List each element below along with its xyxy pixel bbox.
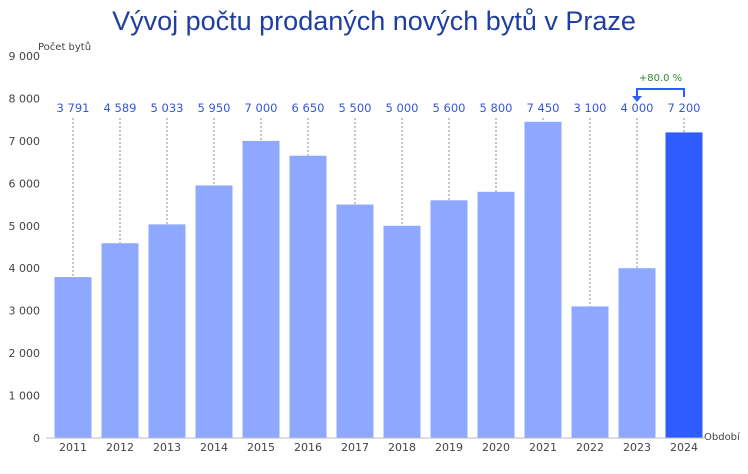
bar[interactable] xyxy=(242,140,280,438)
x-tick-label: 2011 xyxy=(59,441,87,454)
y-tick-label: 7 000 xyxy=(9,135,41,148)
y-tick-label: 0 xyxy=(33,432,40,445)
x-tick-label: 2023 xyxy=(623,441,651,454)
y-tick-label: 5 000 xyxy=(9,220,41,233)
bar[interactable] xyxy=(571,306,609,438)
value-label: 4 000 xyxy=(621,101,654,115)
x-tick-label: 2020 xyxy=(482,441,510,454)
bar[interactable] xyxy=(54,277,92,438)
y-tick-label: 2 000 xyxy=(9,347,41,360)
y-tick-label: 9 000 xyxy=(9,50,41,63)
bar[interactable] xyxy=(383,225,421,438)
x-tick-label: 2013 xyxy=(153,441,181,454)
y-tick-label: 4 000 xyxy=(9,262,41,275)
y-tick-label: 6 000 xyxy=(9,177,41,190)
x-tick-label: 2017 xyxy=(341,441,369,454)
value-label: 7 200 xyxy=(668,101,701,115)
bar[interactable] xyxy=(665,132,703,438)
bar[interactable] xyxy=(477,191,515,438)
y-tick-label: 3 000 xyxy=(9,305,41,318)
x-tick-label: 2015 xyxy=(247,441,275,454)
value-label: 7 450 xyxy=(527,101,560,115)
x-tick-label: 2016 xyxy=(294,441,322,454)
growth-bracket xyxy=(636,88,685,97)
bar[interactable] xyxy=(195,185,233,438)
value-label: 5 000 xyxy=(386,101,419,115)
x-tick-label: 2024 xyxy=(670,441,698,454)
x-tick-label: 2021 xyxy=(529,441,557,454)
bar[interactable] xyxy=(289,155,327,438)
bar[interactable] xyxy=(524,121,562,439)
value-label: 5 500 xyxy=(339,101,372,115)
value-label: 4 589 xyxy=(104,101,137,115)
bar[interactable] xyxy=(148,224,186,438)
x-tick-label: 2018 xyxy=(388,441,416,454)
x-axis-label: Období xyxy=(704,431,741,443)
x-tick-label: 2019 xyxy=(435,441,463,454)
chart-title: Vývoj počtu prodaných nových bytů v Praz… xyxy=(112,6,636,36)
value-label: 3 791 xyxy=(57,101,90,115)
x-tick-label: 2022 xyxy=(576,441,604,454)
y-axis-label: Počet bytů xyxy=(38,41,91,53)
growth-annotation: +80.0 % xyxy=(639,73,682,84)
x-tick-label: 2014 xyxy=(200,441,228,454)
x-tick-label: 2012 xyxy=(106,441,134,454)
arrow-down-icon xyxy=(632,96,642,102)
bar[interactable] xyxy=(430,200,468,438)
bar[interactable] xyxy=(618,268,656,438)
value-label: 5 033 xyxy=(151,101,184,115)
value-label: 5 950 xyxy=(198,101,231,115)
value-label: 5 600 xyxy=(433,101,466,115)
y-tick-label: 8 000 xyxy=(9,92,41,105)
bar[interactable] xyxy=(101,243,139,438)
bar[interactable] xyxy=(336,204,374,438)
value-label: 3 100 xyxy=(574,101,607,115)
value-label: 7 000 xyxy=(245,101,278,115)
value-label: 5 800 xyxy=(480,101,513,115)
value-label: 6 650 xyxy=(292,101,325,115)
y-tick-label: 1 000 xyxy=(9,390,41,403)
